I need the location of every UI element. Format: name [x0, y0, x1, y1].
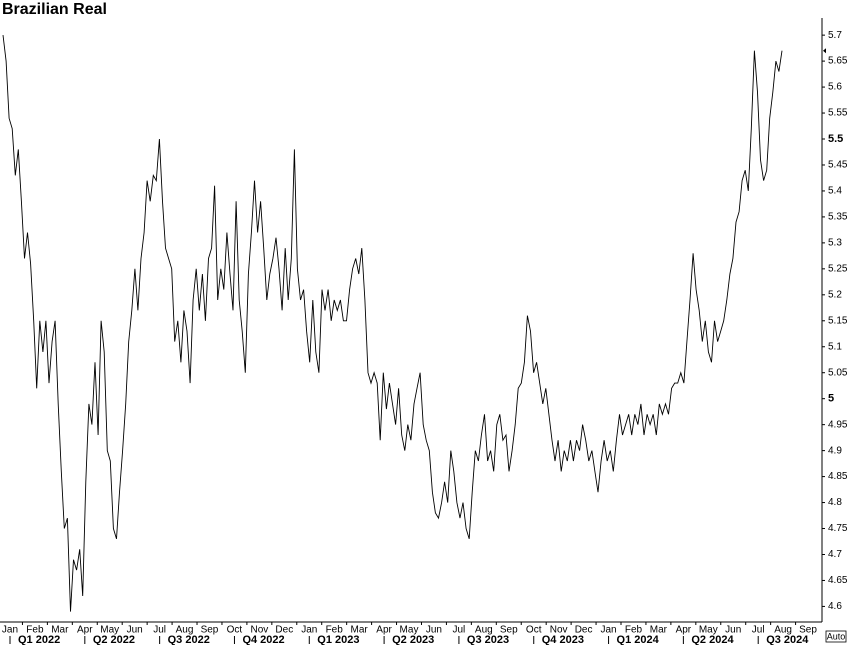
y-tick-label: 5 [828, 393, 834, 405]
quarter-label: Q2 2023 [392, 634, 434, 645]
y-tick-label: 4.8 [828, 497, 842, 508]
y-tick-label: 5.3 [828, 238, 842, 249]
y-tick-label: 4.65 [828, 575, 848, 586]
x-tick-label: Nov [250, 625, 268, 636]
quarter-label: Q2 2022 [93, 634, 135, 645]
y-tick-label: 5.5 [828, 133, 843, 145]
y-tick-label: 4.6 [828, 601, 842, 612]
y-tick-label: 5.4 [828, 186, 842, 197]
x-tick-label: Jan [600, 625, 616, 636]
quarter-label: Q4 2023 [542, 634, 584, 645]
x-tick-label: Sep [201, 625, 219, 636]
y-tick-label: 4.85 [828, 471, 848, 482]
price-line [2, 35, 783, 612]
y-tick-label: 5.1 [828, 341, 842, 352]
y-tick-label: 4.7 [828, 549, 842, 560]
x-tick-label: Dec [275, 625, 293, 636]
x-tick-label: Jun [725, 625, 741, 636]
quarter-label: Q2 2024 [691, 634, 734, 645]
y-tick-label: 4.75 [828, 523, 848, 534]
x-tick-label: Sep [500, 625, 518, 636]
x-tick-label: Jul [452, 625, 465, 636]
quarter-label: Q1 2024 [617, 634, 660, 645]
x-tick-label: Nov [550, 625, 568, 636]
x-tick-label: May [699, 625, 718, 636]
x-tick-label: Feb [625, 625, 643, 636]
y-tick-label: 5.15 [828, 315, 848, 326]
y-tick-label: 4.95 [828, 419, 848, 430]
y-tick-label: 5.45 [828, 160, 848, 171]
x-tick-label: Jan [301, 625, 317, 636]
x-tick-label: Feb [326, 625, 344, 636]
x-tick-label: Aug [176, 625, 194, 636]
last-value-marker [823, 48, 826, 54]
y-tick-label: 5.05 [828, 367, 848, 378]
x-tick-label: Apr [676, 625, 692, 636]
x-tick-label: Feb [26, 625, 44, 636]
x-tick-label: Mar [51, 625, 69, 636]
quarter-label: Q4 2022 [242, 634, 284, 645]
y-tick-label: 5.55 [828, 108, 848, 119]
x-tick-label: Aug [774, 625, 792, 636]
x-tick-label: Jan [2, 625, 18, 636]
x-tick-label: Jul [752, 625, 765, 636]
x-tick-label: May [400, 625, 419, 636]
y-tick-label: 5.7 [828, 30, 842, 41]
x-tick-label: Dec [575, 625, 593, 636]
x-tick-label: Aug [475, 625, 493, 636]
quarter-label: Q3 2022 [168, 634, 210, 645]
x-tick-label: Jul [153, 625, 166, 636]
x-tick-label: Jun [426, 625, 442, 636]
y-tick-label: 5.25 [828, 263, 848, 274]
y-tick-label: 5.65 [828, 56, 848, 67]
x-tick-label: Sep [799, 625, 817, 636]
chart-title: Brazilian Real [2, 1, 107, 18]
x-tick-label: Apr [77, 625, 93, 636]
x-tick-label: Jun [127, 625, 143, 636]
y-tick-label: 5.35 [828, 212, 848, 223]
x-tick-label: Oct [526, 625, 542, 636]
x-tick-label: Mar [351, 625, 369, 636]
x-tick-label: Oct [227, 625, 243, 636]
quarter-label: Q1 2023 [317, 634, 359, 645]
y-tick-label: 4.9 [828, 445, 842, 456]
y-tick-label: 5.2 [828, 289, 842, 300]
x-tick-label: Mar [650, 625, 668, 636]
x-tick-label: Apr [376, 625, 392, 636]
scale-mode[interactable]: Auto [827, 631, 846, 641]
quarter-label: Q3 2024 [766, 634, 809, 645]
x-tick-label: May [100, 625, 119, 636]
y-tick-label: 5.6 [828, 82, 842, 93]
quarter-label: Q1 2022 [18, 634, 60, 645]
quarter-label: Q3 2023 [467, 634, 509, 645]
scale-mode-box[interactable] [825, 630, 847, 643]
